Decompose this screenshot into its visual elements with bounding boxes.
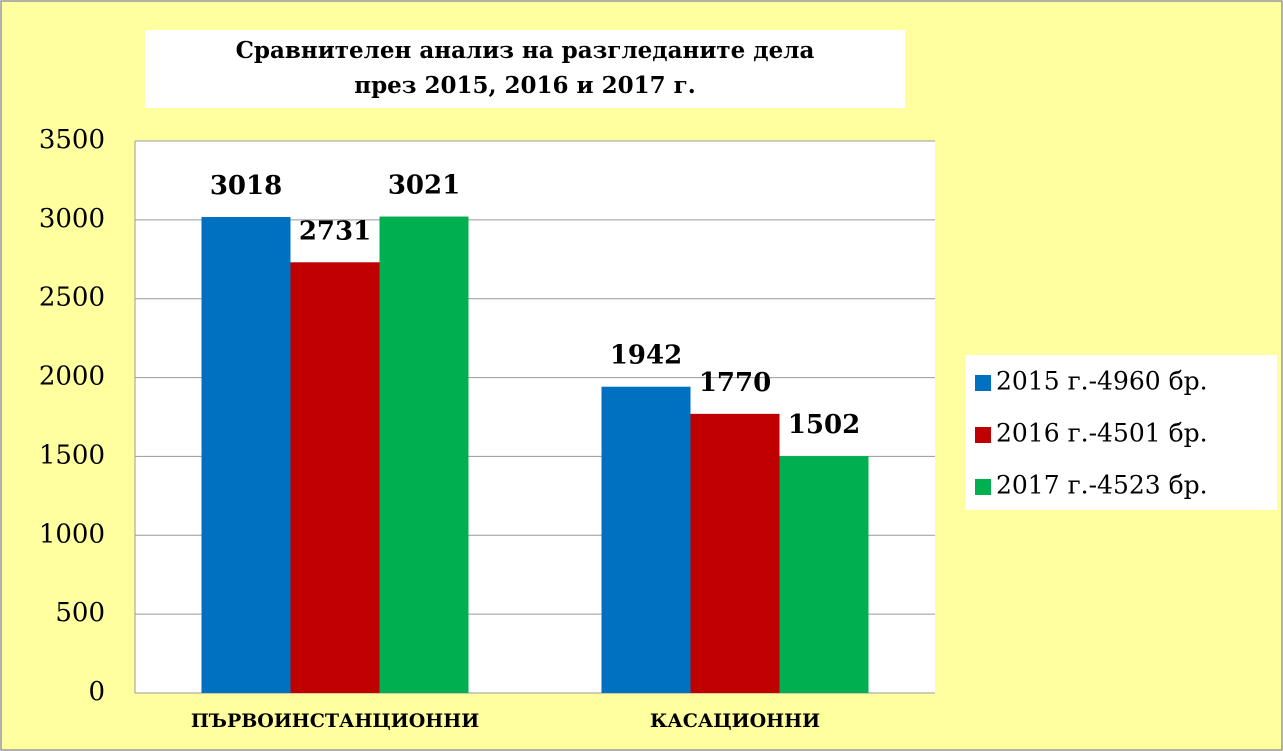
y-tick-label: 1000: [39, 519, 105, 549]
title-box: [145, 30, 905, 108]
legend-swatch: [975, 427, 991, 443]
bar: [201, 217, 291, 693]
bar: [379, 216, 469, 693]
y-tick-label: 500: [55, 598, 105, 628]
data-label: 1502: [788, 410, 860, 440]
legend-label: 2017 г.-4523 бр.: [996, 471, 1208, 500]
bar: [601, 386, 691, 693]
x-tick-label: КАСАЦИОННИ: [650, 710, 820, 732]
legend-label: 2016 г.-4501 бр.: [996, 419, 1208, 448]
y-tick-label: 3500: [39, 125, 105, 155]
data-label: 1770: [699, 368, 771, 398]
data-label: 1942: [610, 341, 682, 371]
chart-title: Сравнителен анализ на разгледаните дела: [236, 37, 815, 64]
legend-swatch: [975, 479, 991, 495]
data-label: 3018: [210, 171, 282, 201]
y-tick-label: 3000: [39, 204, 105, 234]
bar: [290, 262, 380, 693]
data-label: 3021: [388, 171, 460, 201]
y-tick-label: 0: [88, 677, 105, 707]
legend: [965, 355, 1277, 510]
x-tick-label: ПЪРВОИНСТАНЦИОННИ: [191, 710, 479, 732]
y-tick-label: 2000: [39, 362, 105, 392]
legend-swatch: [975, 375, 991, 391]
chart-title: през 2015, 2016 и 2017 г.: [354, 72, 695, 99]
bar: [779, 456, 869, 693]
bar: [690, 413, 780, 693]
y-tick-label: 2500: [39, 283, 105, 313]
y-tick-label: 1500: [39, 440, 105, 470]
legend-label: 2015 г.-4960 бр.: [996, 367, 1208, 396]
data-label: 2731: [299, 216, 371, 246]
